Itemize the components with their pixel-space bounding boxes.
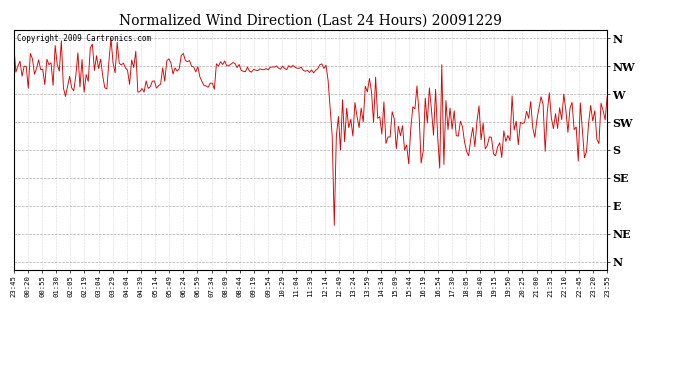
Title: Normalized Wind Direction (Last 24 Hours) 20091229: Normalized Wind Direction (Last 24 Hours… xyxy=(119,13,502,27)
Text: Copyright 2009 Cartronics.com: Copyright 2009 Cartronics.com xyxy=(17,34,151,43)
